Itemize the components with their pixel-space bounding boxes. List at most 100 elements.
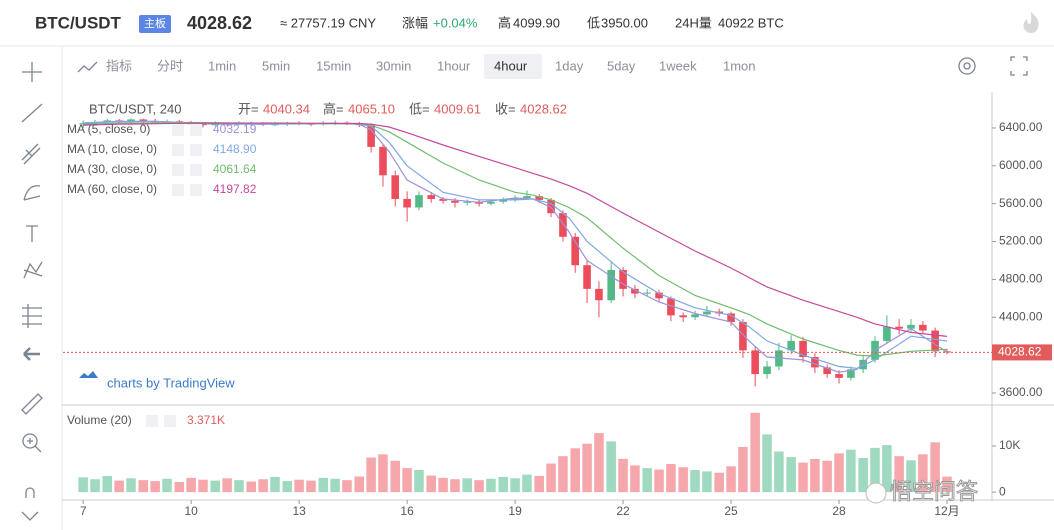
candle-body (583, 265, 591, 289)
volume-bar (750, 412, 760, 493)
ohlc-label: 开= (238, 101, 259, 116)
ma-legend-name: MA (5, close, 0) (67, 122, 150, 136)
legend-icon[interactable] (190, 144, 202, 156)
volume-bar (822, 460, 832, 493)
ma-legend-value: 4061.64 (213, 162, 257, 176)
badge (139, 15, 171, 33)
legend-icon[interactable] (190, 124, 202, 136)
volume-bar (150, 481, 160, 493)
y-tick-label: 3600.00 (999, 385, 1043, 399)
legend-icon[interactable] (172, 144, 184, 156)
x-tick-label: 10 (184, 504, 198, 518)
volume-bar (174, 482, 185, 493)
legend-icon[interactable] (146, 415, 158, 427)
candle-body (835, 374, 843, 378)
volume-bar (738, 446, 748, 493)
ohlc-value: 4009.61 (434, 101, 481, 116)
ohlc-label: 低= (409, 101, 430, 116)
interval-button[interactable]: 1day (555, 58, 584, 73)
volume-bar (594, 433, 604, 493)
x-tick-label: 28 (832, 504, 846, 518)
price: 4028.62 (187, 13, 252, 33)
legend-icon[interactable] (172, 124, 184, 136)
legend-title: BTC/USDT, 240 (89, 101, 181, 116)
interval-button[interactable]: 4hour (494, 58, 528, 73)
candle-body (655, 292, 663, 299)
candle-body (79, 123, 87, 125)
volume-bar (210, 480, 221, 493)
y-tick-label: 4400.00 (999, 309, 1043, 323)
volume-bar (378, 454, 388, 493)
sidebar-tools[interactable] (21, 62, 43, 521)
ohlc-label: 高= (323, 101, 344, 116)
interval-button[interactable]: 5min (262, 58, 290, 73)
volume-bar (186, 477, 196, 493)
interval-button[interactable]: 15min (316, 58, 351, 73)
y-tick-label: 5600.00 (999, 196, 1043, 210)
interval-button[interactable]: 1hour (437, 58, 471, 73)
settings-icon[interactable] (958, 57, 976, 75)
volume-tick-label: 0 (999, 484, 1006, 498)
legend-icon[interactable] (172, 184, 184, 196)
candle-body (931, 330, 939, 352)
ma-legend-name: MA (10, close, 0) (67, 142, 157, 156)
interval-button[interactable]: 5day (607, 58, 636, 73)
volume-bar (354, 476, 364, 493)
candle-body (811, 357, 819, 368)
indicator-icon[interactable] (77, 61, 98, 73)
candle-body (703, 311, 711, 315)
candle-body (511, 198, 519, 200)
credit: charts by TradingView (107, 375, 235, 390)
ohlc-value: 4065.10 (348, 101, 395, 116)
candle-body (595, 288, 603, 301)
legend-icon[interactable] (164, 415, 176, 427)
volume-bar (414, 470, 424, 493)
candle-body (643, 292, 651, 294)
volume-bar (78, 477, 88, 493)
candle-body (883, 326, 891, 341)
volume-bar (402, 468, 412, 493)
ma-line (83, 122, 948, 337)
interval-button[interactable]: 分时 (157, 58, 183, 73)
volume-bar (642, 468, 652, 493)
volume-bar (798, 462, 808, 493)
volume-bar (534, 476, 544, 493)
legend-icon[interactable] (190, 184, 202, 196)
candle-body (559, 213, 567, 237)
y-tick-label: 5200.00 (999, 234, 1043, 248)
x-tick-label: 13 (292, 504, 306, 518)
volume-value: 3.371K (187, 413, 225, 427)
volume-bar (726, 466, 736, 493)
interval-button[interactable]: 1week (659, 58, 697, 73)
candle-body (799, 340, 807, 358)
candle-body (427, 195, 436, 199)
fullscreen-icon[interactable] (1010, 56, 1028, 76)
x-tick-label: 7 (80, 504, 87, 518)
candle-body (727, 313, 735, 322)
interval-button[interactable]: 30min (376, 58, 411, 73)
volume-bar (246, 481, 256, 493)
candle-body (679, 315, 687, 318)
x-tick-label: 22 (616, 504, 630, 518)
interval-button[interactable]: 1min (208, 58, 236, 73)
volume-bar (906, 460, 916, 493)
selected-bg (484, 54, 542, 79)
volume-bar (138, 480, 149, 493)
candle-body (379, 146, 387, 176)
change-label: 涨幅 (402, 15, 428, 30)
legend-icon[interactable] (190, 164, 202, 176)
vol-label: 24H量 (675, 15, 712, 30)
candle-body (367, 125, 375, 147)
candle-body (499, 199, 508, 202)
volume-bar (678, 467, 688, 493)
y-tick-label: 6000.00 (999, 158, 1043, 172)
y-tick-label: 6400.00 (999, 120, 1043, 134)
volume-bar (198, 479, 208, 493)
indicator-button[interactable]: 指标 (106, 58, 132, 73)
volume-bar (450, 479, 460, 493)
interval-button[interactable]: 1mon (723, 58, 756, 73)
legend-icon[interactable] (172, 164, 184, 176)
volume-bar (510, 478, 520, 493)
